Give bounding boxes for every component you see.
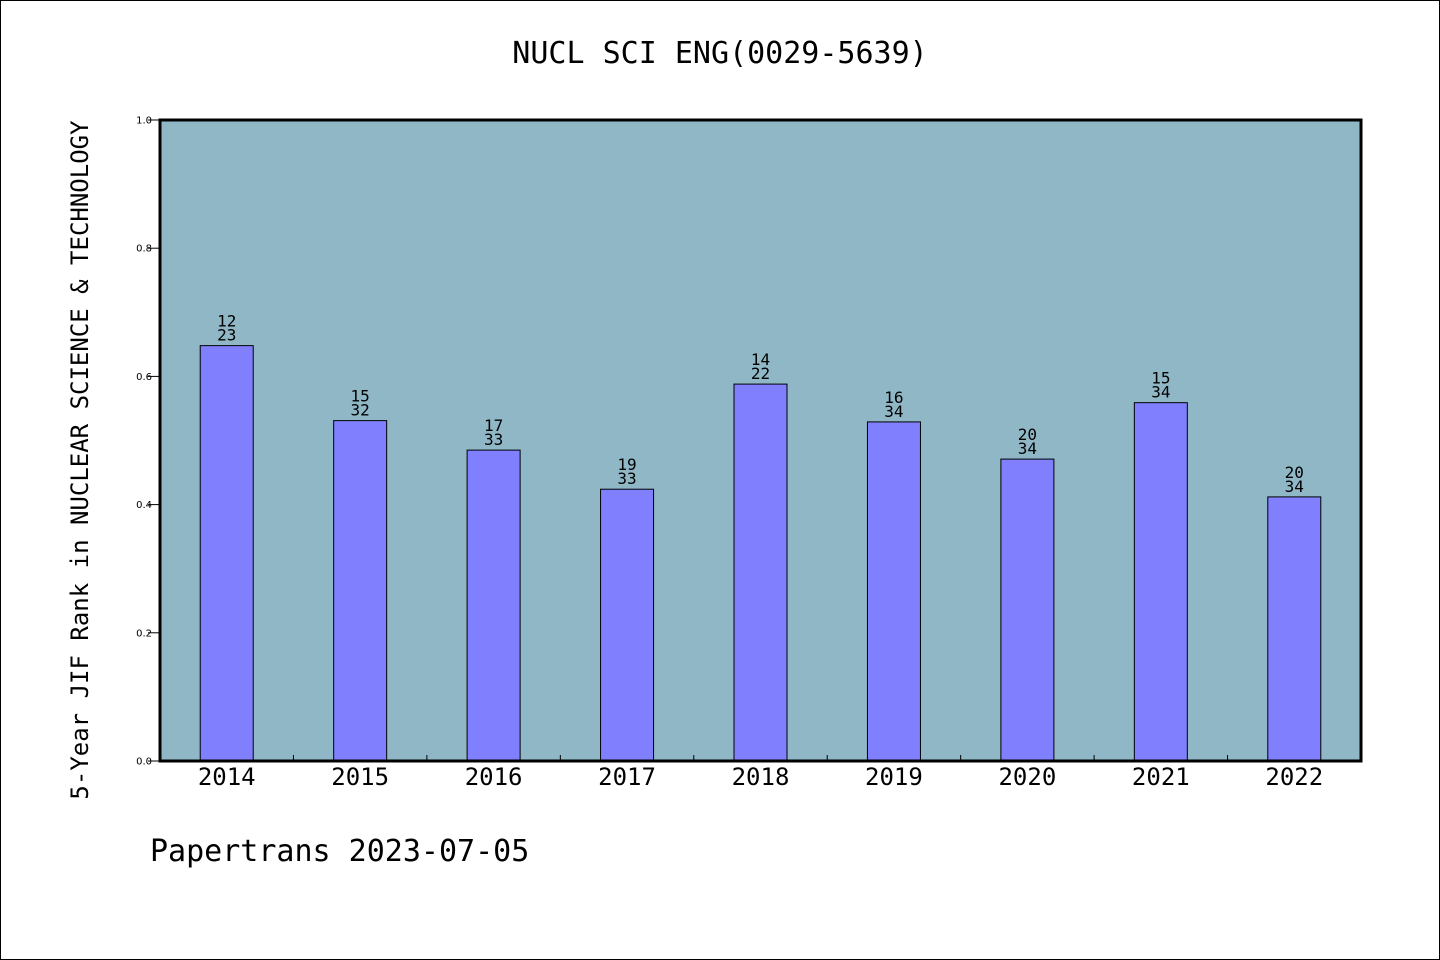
bar-2019: [866, 421, 921, 762]
bar-2021: [1133, 402, 1188, 762]
x-tick-label: 2020: [998, 763, 1056, 791]
bar-label-top: 15: [1151, 369, 1170, 388]
bar-label-top: 12: [217, 312, 236, 331]
y-tick-label: 0.2: [136, 628, 152, 639]
y-tick-label: 0.6: [136, 372, 152, 383]
bar-label-bottom: 34: [1018, 439, 1037, 458]
bar-2017: [600, 488, 655, 762]
bar-label-bottom: 33: [617, 469, 636, 488]
y-tick-label: 1.0: [136, 116, 152, 127]
bar-label-bottom: 34: [884, 402, 903, 421]
x-tick-label: 2018: [732, 763, 790, 791]
bar-2015: [333, 420, 388, 762]
bar-label-top: 16: [884, 388, 903, 407]
footer-credit: Papertrans 2023-07-05: [150, 834, 530, 869]
bar-label-top: 17: [484, 416, 503, 435]
bar-label-bottom: 33: [484, 430, 503, 449]
bar-2016: [466, 449, 521, 762]
bar-label-top: 19: [617, 455, 636, 474]
x-tick-label: 2014: [198, 763, 256, 791]
bar-label-top: 14: [751, 350, 770, 369]
chart-title: NUCL SCI ENG(0029-5639): [512, 36, 928, 71]
x-tick-label: 2021: [1132, 763, 1190, 791]
bar-label-top: 20: [1285, 463, 1304, 482]
x-tick-label: 2016: [465, 763, 523, 791]
bar-label-bottom: 34: [1151, 383, 1170, 402]
bar-label-bottom: 34: [1285, 477, 1304, 496]
y-tick-label: 0.4: [136, 500, 152, 511]
bar-2014: [199, 345, 254, 762]
x-tick-label: 2015: [331, 763, 389, 791]
x-tick-label: 2019: [865, 763, 923, 791]
bar-label-bottom: 23: [217, 326, 236, 345]
y-tick-label: 0.8: [136, 244, 152, 255]
bar-2020: [1000, 458, 1055, 762]
bar-label-top: 20: [1018, 425, 1037, 444]
bar-label-bottom: 22: [751, 364, 770, 383]
plot-border: [158, 118, 1363, 763]
bar-2018: [733, 383, 788, 762]
bar-2022: [1267, 496, 1322, 762]
x-tick-label: 2022: [1265, 763, 1323, 791]
y-tick-label: 0.0: [136, 757, 152, 768]
bar-label-bottom: 32: [351, 401, 370, 420]
bar-label-top: 15: [351, 387, 370, 406]
x-tick-label: 2017: [598, 763, 656, 791]
